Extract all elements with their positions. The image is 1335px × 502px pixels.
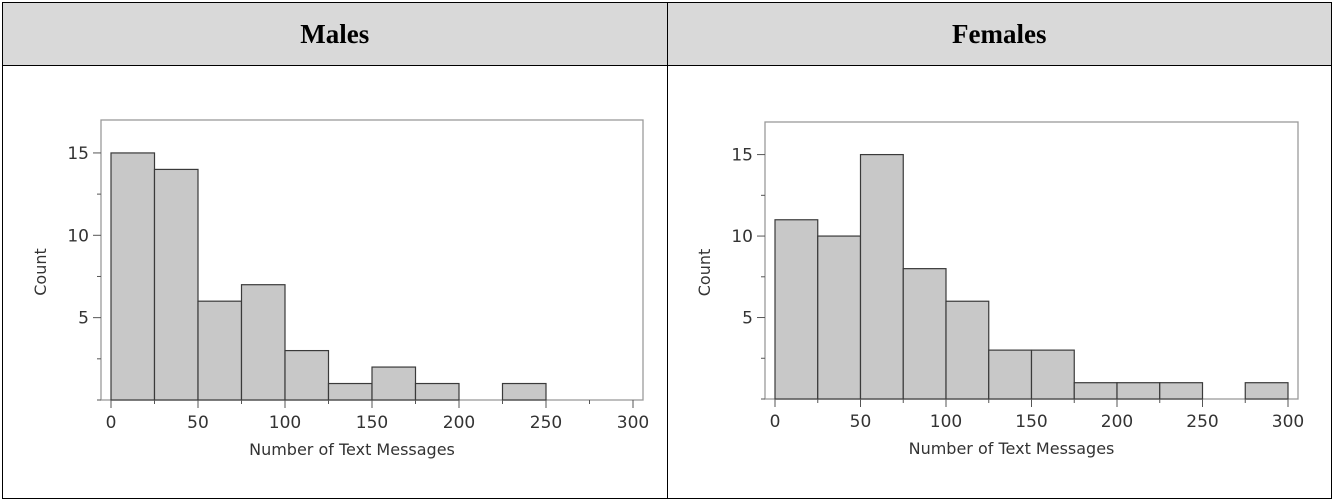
males-histogram: 0 50 100 150 200 250 300 5 10 15 Number of Text Me… bbox=[31, 119, 649, 459]
y-tick-label: 10 bbox=[67, 226, 89, 246]
histogram-bar bbox=[1073, 382, 1118, 400]
x-tick-label: 200 bbox=[443, 413, 475, 433]
histogram-bar bbox=[240, 284, 286, 401]
females-histogram: 0 50 100 150 200 250 300 5 10 15 Number of Text Me… bbox=[695, 121, 1304, 458]
x-tick-label: 50 bbox=[849, 412, 871, 432]
histogram-bar bbox=[1115, 382, 1160, 400]
x-tick-label: 100 bbox=[269, 413, 301, 433]
histogram-bar bbox=[197, 300, 243, 401]
y-tick-label: 5 bbox=[742, 309, 753, 329]
histogram-bar bbox=[773, 219, 818, 400]
x-axis-label: Number of Text Messages bbox=[908, 439, 1114, 458]
females-cell: 0 50 100 150 200 250 300 5 10 15 Number of Text Me… bbox=[666, 65, 1332, 499]
x-tick-label: 150 bbox=[1015, 412, 1047, 432]
x-tick-label: 250 bbox=[530, 413, 562, 433]
histogram-bar bbox=[987, 349, 1032, 400]
x-tick-label: 0 bbox=[106, 413, 117, 433]
x-tick-label: 100 bbox=[929, 412, 961, 432]
females-header: Females bbox=[666, 2, 1332, 66]
y-tick-label: 15 bbox=[731, 146, 753, 166]
x-tick-label: 200 bbox=[1100, 412, 1132, 432]
males-header: Males bbox=[2, 2, 668, 66]
histogram-bar bbox=[501, 382, 547, 401]
x-tick-label: 150 bbox=[356, 413, 388, 433]
x-axis-label: Number of Text Messages bbox=[249, 440, 455, 459]
males-cell: 0 50 100 150 200 250 300 5 10 15 Number of Text Me… bbox=[2, 65, 668, 499]
histogram-bar bbox=[816, 235, 861, 400]
x-tick-label: 250 bbox=[1186, 412, 1218, 432]
histogram-bar bbox=[284, 349, 330, 401]
histogram-bar bbox=[371, 366, 417, 401]
histogram-bar bbox=[944, 300, 989, 400]
x-tick-label: 50 bbox=[187, 413, 209, 433]
y-axis-label: Count bbox=[31, 248, 50, 296]
histogram-bar bbox=[153, 168, 199, 401]
histogram-bar bbox=[1158, 382, 1203, 400]
x-tick-label: 300 bbox=[617, 413, 649, 433]
histogram-bar bbox=[414, 382, 460, 401]
y-tick-label: 15 bbox=[67, 144, 89, 164]
y-axis-label: Count bbox=[695, 249, 714, 297]
histogram-bar bbox=[110, 152, 156, 401]
histogram-bar bbox=[902, 268, 947, 400]
y-tick-label: 5 bbox=[78, 309, 89, 329]
x-tick-label: 0 bbox=[769, 412, 780, 432]
histogram-bar bbox=[327, 382, 373, 401]
histogram-bar bbox=[859, 153, 904, 400]
y-tick-label: 10 bbox=[731, 227, 753, 247]
x-tick-label: 300 bbox=[1271, 412, 1303, 432]
histogram-bar bbox=[1030, 349, 1075, 400]
histogram-bar bbox=[1244, 382, 1289, 400]
